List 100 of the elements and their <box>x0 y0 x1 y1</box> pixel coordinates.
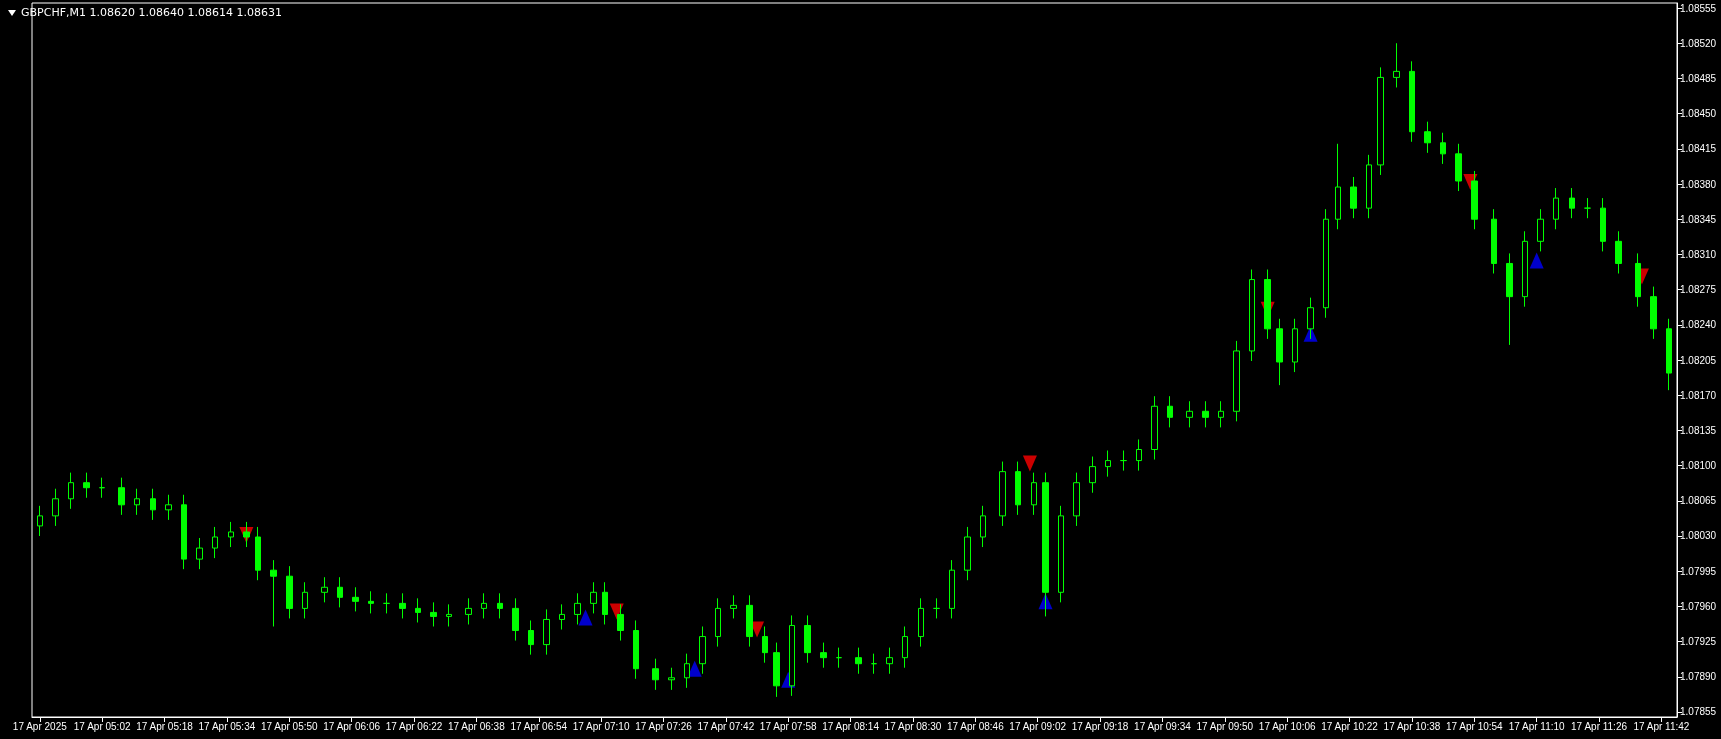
candlestick <box>633 619 639 680</box>
candlestick <box>602 581 608 625</box>
candlestick <box>836 647 842 669</box>
x-tick-label: 17 Apr 06:38 <box>448 720 506 732</box>
candlestick <box>617 603 624 642</box>
candlestick <box>804 614 811 664</box>
candlestick <box>1377 66 1384 176</box>
candlestick <box>1424 121 1431 154</box>
candlestick <box>1615 230 1622 275</box>
y-tick-label: 1.08345 <box>1680 213 1717 225</box>
x-tick-label: 17 Apr 06:54 <box>510 720 568 732</box>
candlestick <box>1506 252 1513 346</box>
candlestick <box>773 642 780 698</box>
x-tick-label: 17 Apr 10:22 <box>1321 720 1379 732</box>
candlestick <box>446 603 452 627</box>
y-tick-label: 1.08240 <box>1680 319 1717 331</box>
candlestick <box>855 647 862 675</box>
candlestick <box>512 597 519 642</box>
y-tick-label: 1.08310 <box>1680 248 1717 260</box>
y-tick-label: 1.08555 <box>1680 2 1717 14</box>
x-tick-label: 17 Apr 10:38 <box>1383 720 1441 732</box>
candlestick <box>1136 438 1142 472</box>
y-tick-label: 1.08065 <box>1680 495 1717 507</box>
x-tick-label: 17 Apr 11:26 <box>1571 720 1628 732</box>
x-tick-label: 17 Apr 07:26 <box>635 720 693 732</box>
x-tick-label: 17 Apr 10:06 <box>1258 720 1316 732</box>
y-tick-label: 1.07995 <box>1680 565 1717 577</box>
candlestick <box>1366 154 1372 219</box>
x-tick-label: 17 Apr 09:02 <box>1009 720 1067 732</box>
candlestick <box>999 461 1006 527</box>
candlestick <box>762 625 768 664</box>
candlestick <box>337 576 343 608</box>
x-tick-label: 17 Apr 2025 <box>12 720 68 732</box>
candlestick <box>1569 187 1575 219</box>
candlestick <box>1491 208 1497 275</box>
candlestick <box>871 653 877 675</box>
candlestick <box>964 526 971 581</box>
y-tick-label: 1.07855 <box>1680 706 1717 718</box>
candlestick <box>99 477 105 499</box>
candlestick <box>918 597 924 648</box>
candlestick <box>83 472 90 499</box>
x-tick-label: 17 Apr 08:46 <box>946 720 1005 732</box>
candlestick <box>181 494 187 570</box>
candlestick <box>1031 472 1037 516</box>
candlestick <box>1537 208 1544 252</box>
candlestick <box>1073 472 1080 527</box>
candlestick <box>68 472 74 510</box>
candlestick <box>1249 268 1255 362</box>
x-tick-label: 17 Apr 09:18 <box>1071 720 1129 732</box>
y-tick-label: 1.08100 <box>1680 460 1717 472</box>
candlestick <box>1323 208 1329 319</box>
y-tick-label: 1.07890 <box>1680 671 1717 683</box>
candlestick <box>430 601 437 627</box>
candlestick <box>1409 60 1415 143</box>
candlestick <box>368 590 374 614</box>
candlestick <box>1105 450 1111 478</box>
candlestick <box>715 597 721 648</box>
point <box>578 609 593 626</box>
x-tick-label: 17 Apr 11:42 <box>1633 720 1690 732</box>
candlestick <box>321 576 328 603</box>
x-tick-label: 17 Apr 06:22 <box>385 720 443 732</box>
x-tick-label: 17 Apr 05:50 <box>260 720 319 732</box>
x-tick-label: 17 Apr 08:30 <box>884 720 942 732</box>
candlestick <box>1553 187 1559 230</box>
candlestick <box>1650 286 1657 340</box>
y-tick-label: 1.08170 <box>1680 389 1717 401</box>
y-tick-label: 1.08030 <box>1680 530 1717 542</box>
candlestick <box>684 653 690 689</box>
y-tick-label: 1.08520 <box>1680 37 1717 49</box>
candlestick <box>383 592 390 614</box>
candlestick <box>1151 395 1158 461</box>
candlestick <box>1600 197 1606 252</box>
candlestick <box>1335 143 1341 230</box>
candlestick <box>730 594 737 619</box>
candlestick <box>902 625 908 669</box>
y-tick-label: 1.08135 <box>1680 424 1717 436</box>
candlestick <box>590 581 597 614</box>
candlestick <box>1584 197 1591 219</box>
candlestick <box>150 488 156 521</box>
candlestick <box>668 667 675 691</box>
candlestick <box>699 625 706 675</box>
candlestick <box>933 597 940 619</box>
candlestick <box>399 592 406 619</box>
candlestick <box>497 592 503 619</box>
candlestick <box>1666 318 1672 391</box>
candlestick <box>1276 318 1283 386</box>
x-tick-label: 17 Apr 07:42 <box>697 720 755 732</box>
candlestick <box>286 565 293 619</box>
candlestick <box>37 505 43 537</box>
candlestick <box>255 526 261 581</box>
x-tick-label: 17 Apr 08:14 <box>822 720 880 732</box>
x-tick-label: 17 Apr 11:10 <box>1508 720 1566 732</box>
candlestick <box>302 581 308 619</box>
candlestick <box>1350 176 1357 219</box>
y-tick-label: 1.08415 <box>1680 143 1717 155</box>
y-tick-label: 1.08205 <box>1680 354 1717 366</box>
candlestick <box>543 608 550 656</box>
candlestick <box>949 559 955 619</box>
candlestick <box>1635 252 1641 308</box>
candlestick <box>1440 132 1446 165</box>
